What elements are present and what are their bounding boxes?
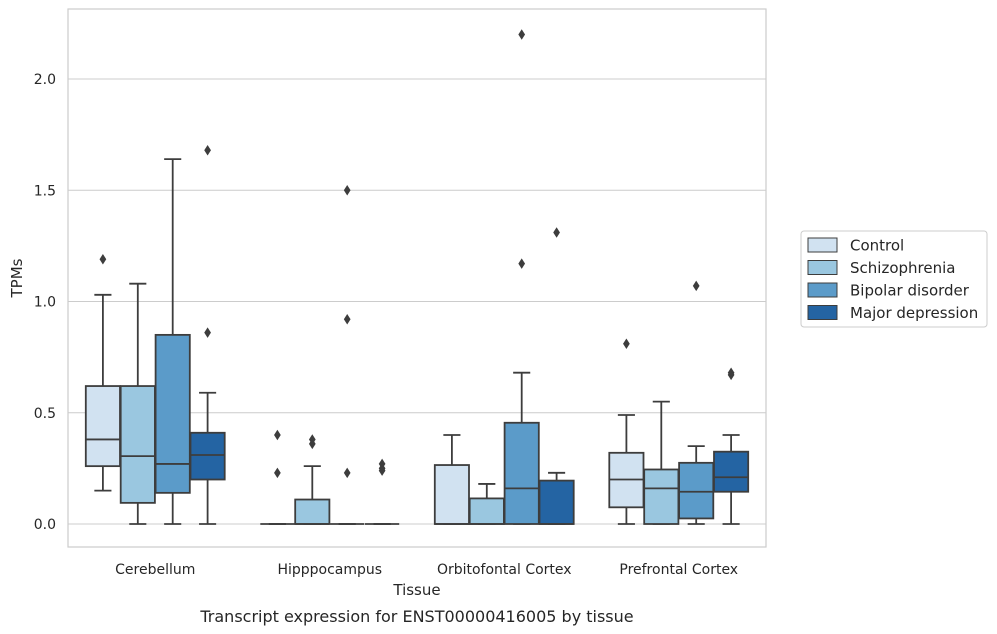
box-iqr [154, 333, 191, 494]
legend-swatch [807, 237, 838, 253]
legend-label: Schizophrenia [850, 259, 955, 277]
y-tick-label: 2.0 [34, 72, 56, 88]
outlier-point [204, 144, 211, 156]
box-iqr [468, 497, 505, 525]
outlier-point [692, 280, 700, 292]
legend-swatch [807, 282, 838, 298]
box [503, 29, 540, 525]
x-tick-label: Orbitofontal Cortex [437, 562, 572, 578]
x-tick-label: Cerebellum [115, 562, 195, 578]
box-iqr [433, 464, 470, 525]
figure-caption: Transcript expression for ENST0000041600… [199, 607, 633, 626]
legend: Control Schizophrenia Bipolar disorder Majo… [800, 230, 988, 328]
y-tick-label: 1.0 [34, 295, 56, 311]
outlier-point [623, 338, 630, 350]
box-iqr [713, 450, 750, 493]
legend-label: Major depression [850, 304, 978, 322]
outlier-point [518, 29, 526, 40]
box [294, 434, 331, 525]
outlier-point [343, 185, 351, 196]
legend-item: Control [807, 237, 904, 255]
outlier-point [378, 465, 386, 476]
box [154, 158, 191, 525]
x-tick-labels: Cerebellum Hipppocampus Orbitofontal Corte… [115, 562, 738, 578]
legend-item: Bipolar disorder [807, 282, 970, 300]
series-bipolar-disorder [154, 29, 715, 525]
box [260, 429, 295, 525]
outlier-point [204, 327, 211, 338]
box-iqr [538, 479, 575, 525]
x-axis-label: Tissue [392, 581, 440, 599]
x-tick-label: Hipppocampus [277, 562, 382, 578]
box [433, 434, 470, 525]
legend-item: Schizophrenia [807, 259, 955, 277]
outlier-point [343, 467, 351, 479]
box-iqr [84, 385, 121, 468]
outlier-point [727, 369, 735, 381]
series-major-depression [189, 144, 750, 525]
box-iqr [503, 421, 540, 525]
y-tick-labels: 0.0 0.5 1.0 1.5 2.0 [34, 72, 56, 533]
series-control [84, 253, 645, 525]
box [713, 367, 750, 525]
outlier-point [308, 438, 316, 450]
box [538, 227, 575, 525]
legend-label: Bipolar disorder [850, 282, 970, 300]
box-iqr [189, 431, 226, 481]
outlier-point [99, 253, 107, 265]
box-series-group [84, 29, 750, 525]
y-tick-label: 1.5 [34, 183, 56, 199]
box [189, 144, 226, 525]
y-tick-label: 0.0 [34, 517, 56, 533]
box-iqr [119, 385, 156, 504]
legend-swatch [807, 260, 838, 275]
box [364, 458, 400, 525]
legend-item: Major depression [807, 304, 978, 322]
outlier-point [274, 429, 281, 441]
y-axis-label: TPMs [8, 258, 26, 298]
outlier-point [518, 258, 526, 269]
box [119, 282, 156, 525]
y-tick-label: 0.5 [34, 406, 56, 422]
box [643, 400, 680, 525]
legend-frame [800, 230, 988, 328]
x-tick-label: Prefrontal Cortex [619, 562, 738, 578]
box [678, 280, 715, 525]
legend-swatch [807, 305, 838, 320]
outlier-point [343, 314, 351, 325]
series-schizophrenia [119, 282, 680, 525]
box-iqr [294, 498, 331, 525]
outlier-point [553, 227, 560, 238]
legend-label: Control [850, 237, 904, 255]
box-iqr [643, 468, 680, 525]
box [330, 185, 365, 525]
outlier-point [274, 467, 281, 479]
box [84, 253, 121, 492]
box-iqr [678, 461, 715, 520]
